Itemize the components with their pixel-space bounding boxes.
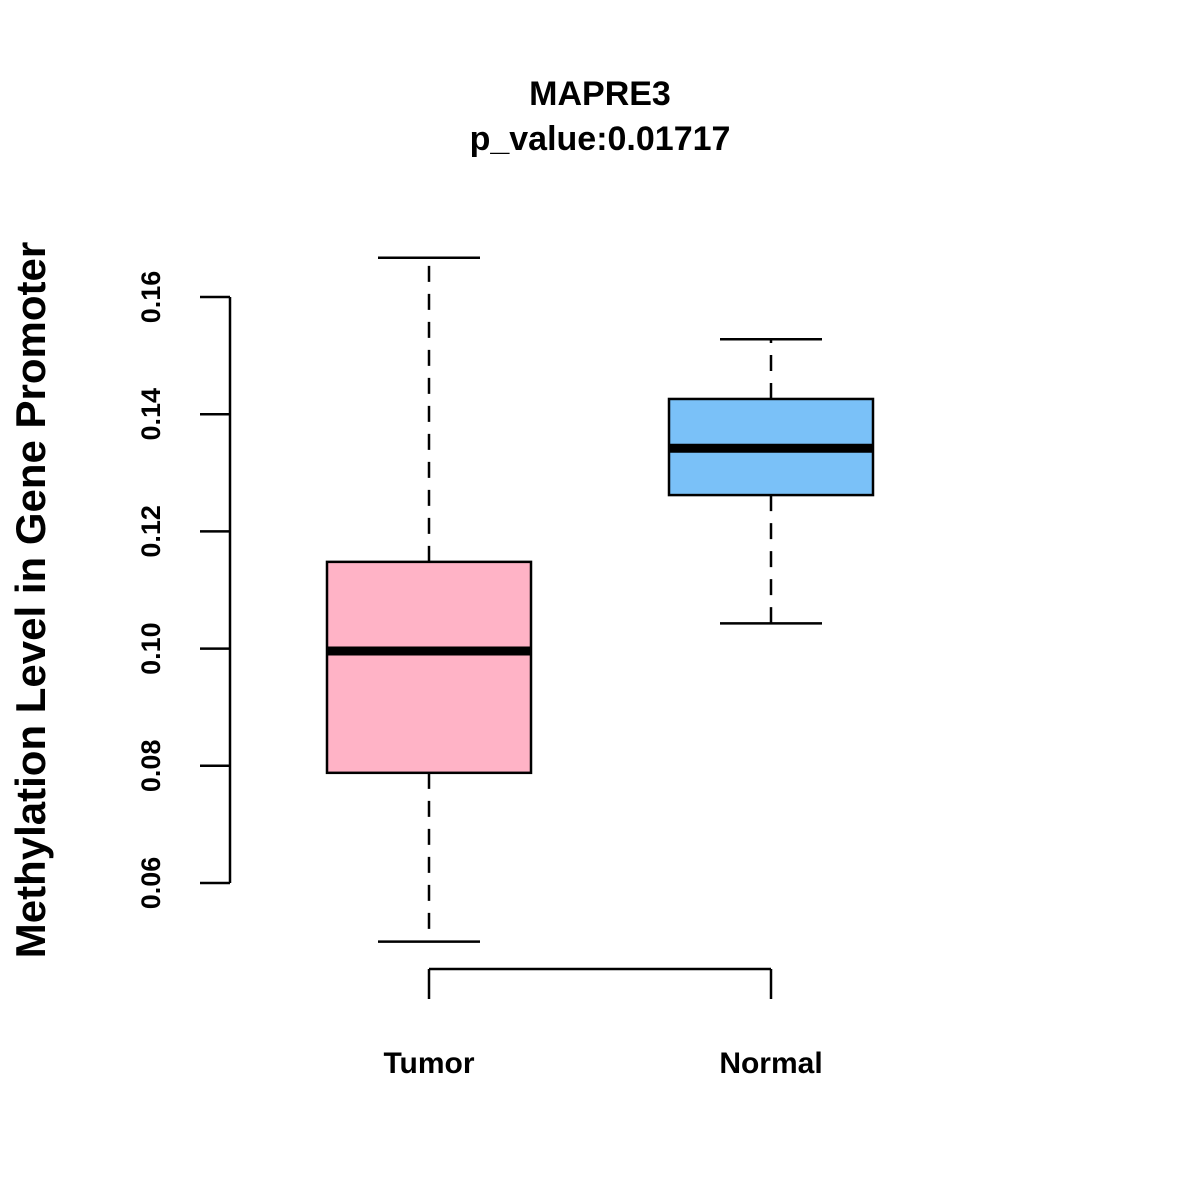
y-tick-label: 0.06 <box>136 857 166 910</box>
y-axis: 0.06 0.08 0.10 0.12 0.14 0.16 <box>136 271 232 910</box>
y-tick-label: 0.12 <box>136 505 166 558</box>
y-tick-label: 0.14 <box>136 388 166 441</box>
y-tick-label: 0.10 <box>136 622 166 675</box>
box-series <box>325 256 875 943</box>
box-normal <box>667 337 875 625</box>
y-axis-label: Methylation Level in Gene Promoter <box>7 242 54 958</box>
chart-subtitle: p_value:0.01717 <box>470 120 731 158</box>
chart-title: MAPRE3 <box>529 75 671 113</box>
box-tumor <box>325 256 533 943</box>
x-tick-label-normal: Normal <box>719 1047 822 1080</box>
y-tick-label: 0.08 <box>136 740 166 793</box>
y-tick-label: 0.16 <box>136 271 166 324</box>
x-tick-label-tumor: Tumor <box>383 1047 474 1080</box>
iqr-box <box>325 560 533 775</box>
x-axis: Tumor Normal <box>383 967 823 1080</box>
